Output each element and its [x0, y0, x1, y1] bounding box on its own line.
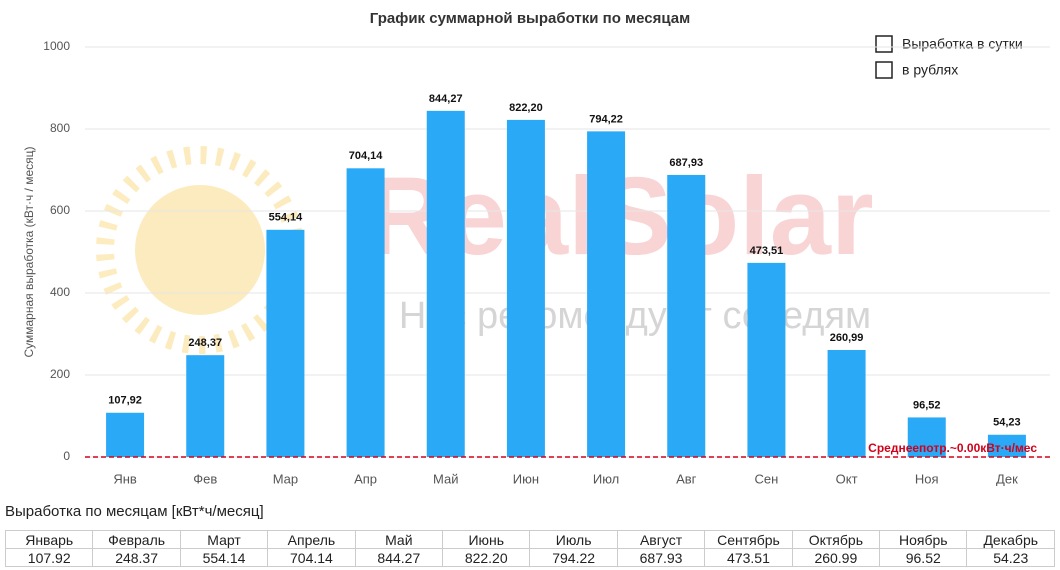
table-header-cell: Сентябрь [704, 530, 793, 549]
x-tick-label: Фев [193, 471, 217, 486]
table-header-cell: Июль [529, 530, 618, 549]
table-cell: 107.92 [4, 548, 94, 567]
table-cell: 794.22 [529, 548, 618, 567]
x-tick-label: Июн [513, 471, 539, 486]
value-label: 554,14 [269, 212, 304, 224]
table-cell: 96.52 [879, 548, 968, 567]
chart-title: График суммарной выработки по месяцам [370, 10, 690, 27]
x-tick-label: Май [433, 471, 458, 486]
x-tick-label: Мар [273, 471, 298, 486]
x-tick-label: Янв [113, 471, 137, 486]
value-label: 260,99 [830, 332, 864, 344]
bar [106, 412, 145, 457]
x-tick-label: Сен [755, 471, 779, 486]
table-header-cell: Март [179, 530, 269, 549]
value-label: 248,37 [188, 337, 222, 349]
y-tick-label: 200 [50, 367, 70, 381]
bar [587, 131, 626, 457]
table-header-cell: Январь [4, 530, 94, 549]
x-tick-label: Ноя [915, 471, 939, 486]
legend-checkbox[interactable] [875, 61, 893, 79]
x-tick-label: Окт [836, 471, 858, 486]
bar [827, 349, 866, 457]
value-label: 794,22 [589, 113, 623, 125]
value-label: 54,23 [993, 417, 1021, 429]
table-cell: 473.51 [704, 548, 793, 567]
bar [747, 262, 786, 457]
table-header-cell: Май [354, 530, 444, 549]
bar [186, 355, 225, 457]
table-header-cell: Октябрь [791, 530, 881, 549]
table-header-cell: Ноябрь [879, 530, 968, 549]
table-header-cell: Апрель [267, 530, 356, 549]
table-row: 107.92 248.37 554.14 704.14 844.27 822.20 794.… [4, 548, 1055, 567]
bar [346, 168, 385, 457]
table-title: Выработка по месяцам [кВт*ч/месяц] [5, 503, 264, 520]
table-header-row: Январь Февраль Март Апрель Май Июнь Июль Август… [4, 530, 1055, 549]
chart: RealSolar Нас рекомендуют соседям График… [22, 10, 1050, 486]
x-tick-label: Июл [593, 471, 619, 486]
value-label: 822,20 [509, 102, 543, 114]
y-tick-label: 0 [63, 449, 70, 463]
bar [506, 119, 545, 457]
table-cell: 260.99 [791, 548, 881, 567]
table-header-cell: Декабрь [966, 530, 1055, 549]
value-label: 107,92 [108, 395, 142, 407]
table-cell: 687.93 [616, 548, 706, 567]
table-cell: 822.20 [442, 548, 531, 567]
table-cell: 54.23 [966, 548, 1055, 567]
y-tick-label: 800 [50, 121, 70, 135]
legend-option[interactable]: в рублях [902, 62, 958, 78]
x-tick-label: Дек [996, 471, 1018, 486]
bar [266, 229, 305, 457]
bar [667, 174, 706, 457]
reference-label: Среднеепотр.~0.00кВт·ч/мес [868, 441, 1037, 455]
table-header-cell: Февраль [92, 530, 181, 549]
bar [987, 434, 1026, 457]
legend-checkbox[interactable] [875, 35, 893, 53]
table: Январь Февраль Март Апрель Май Июнь Июль Август… [4, 530, 1055, 567]
table-cell: 554.14 [179, 548, 269, 567]
table-cell: 248.37 [92, 548, 181, 567]
table-header-cell: Август [616, 530, 706, 549]
table-cell: 844.27 [354, 548, 444, 567]
watermark-subtitle: Нас рекомендуют соседям [399, 295, 871, 337]
value-label: 473,51 [750, 245, 784, 257]
table-header-cell: Июнь [442, 530, 531, 549]
value-label: 96,52 [913, 399, 941, 411]
x-tick-label: Апр [354, 471, 377, 486]
value-label: 844,27 [429, 93, 463, 105]
bar [907, 417, 946, 457]
value-label: 687,93 [669, 157, 703, 169]
value-label: 704,14 [349, 150, 384, 162]
legend-option[interactable]: Выработка в сутки [902, 36, 1023, 52]
table-cell: 704.14 [267, 548, 356, 567]
y-axis-label: Суммарная выработка (кВт·ч / месяц) [22, 146, 36, 357]
y-tick-label: 1000 [43, 39, 70, 53]
bar [426, 110, 465, 457]
y-tick-label: 400 [50, 285, 70, 299]
x-tick-label: Авг [676, 471, 697, 486]
y-tick-label: 600 [50, 203, 70, 217]
